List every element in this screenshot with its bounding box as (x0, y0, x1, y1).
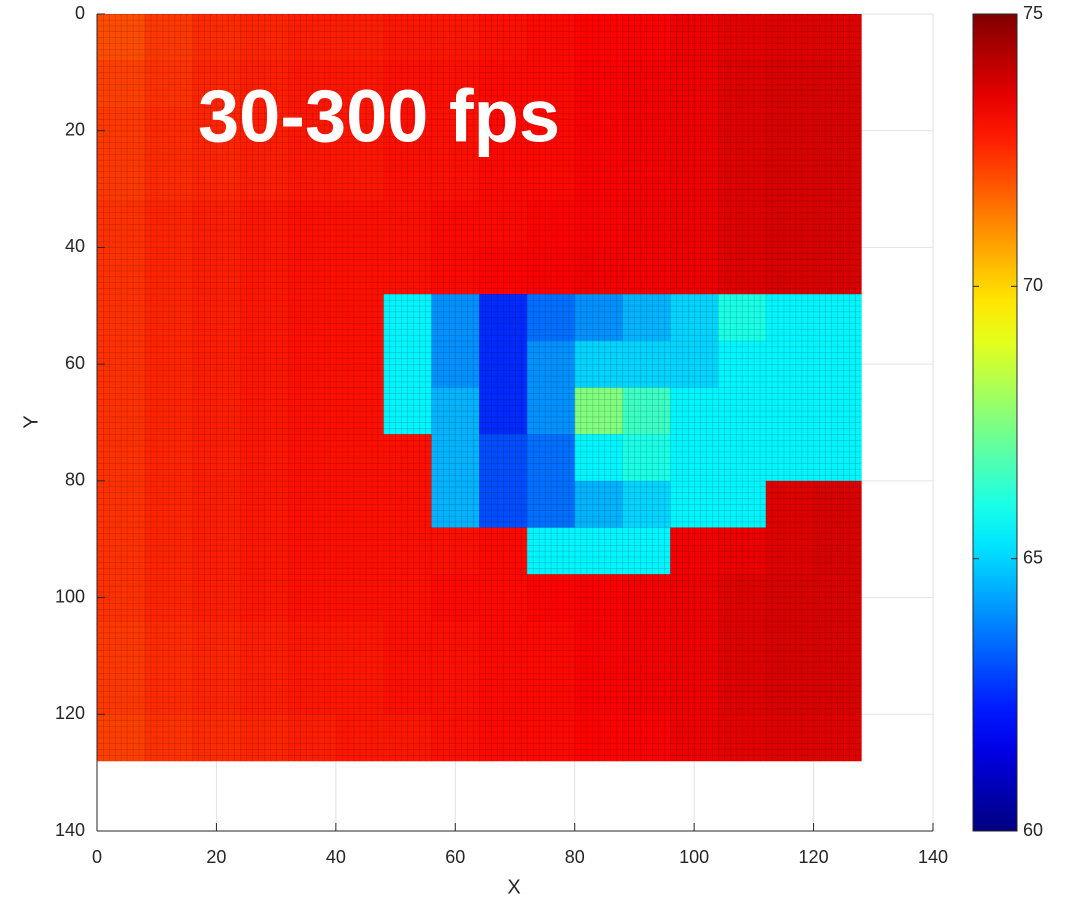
y-axis-label: Y (20, 415, 42, 428)
y-tick-label: 140 (55, 820, 85, 840)
y-tick-label: 40 (65, 236, 85, 256)
colorbar-tick-label: 65 (1023, 547, 1043, 567)
x-tick-label: 0 (92, 847, 102, 867)
x-tick-label: 40 (326, 847, 346, 867)
y-tick-label: 80 (65, 470, 85, 490)
y-tick-label: 100 (55, 586, 85, 606)
x-axis-label: X (507, 876, 520, 898)
x-tick-label: 80 (565, 847, 585, 867)
colorbar-tick-label: 60 (1023, 820, 1043, 840)
colorbar-tick-label: 75 (1023, 3, 1043, 23)
colorbar-tick-label: 70 (1023, 275, 1043, 295)
y-tick-label: 20 (65, 119, 85, 139)
y-tick-label: 0 (75, 3, 85, 23)
x-tick-label: 60 (445, 847, 465, 867)
colorbar (973, 14, 1017, 831)
annotation: 30-300 fps (198, 75, 560, 158)
x-tick-label: 120 (799, 847, 829, 867)
y-tick-label: 60 (65, 353, 85, 373)
chart: 0 20 40 60 80 100 120 140 0 20 40 60 80 100 120 140 X Y… (0, 0, 1068, 901)
x-tick-label: 20 (206, 847, 226, 867)
x-tick-label: 140 (918, 847, 948, 867)
x-tick-label: 100 (679, 847, 709, 867)
y-tick-label: 120 (55, 703, 85, 723)
